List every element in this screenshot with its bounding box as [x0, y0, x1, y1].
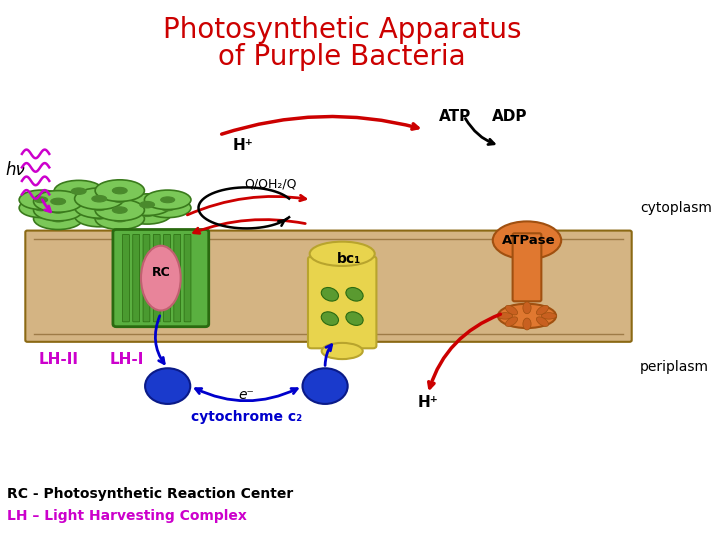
Ellipse shape	[112, 207, 127, 213]
Ellipse shape	[75, 197, 124, 218]
Ellipse shape	[505, 317, 518, 326]
Ellipse shape	[122, 194, 172, 215]
FancyBboxPatch shape	[308, 256, 377, 348]
FancyBboxPatch shape	[163, 234, 171, 322]
Text: RC: RC	[151, 266, 170, 279]
Ellipse shape	[54, 180, 104, 202]
Ellipse shape	[346, 287, 363, 301]
Text: cytoplasm: cytoplasm	[640, 201, 712, 215]
Text: LH – Light Harvesting Complex: LH – Light Harvesting Complex	[7, 509, 247, 523]
Ellipse shape	[145, 190, 191, 210]
Ellipse shape	[35, 197, 48, 202]
Ellipse shape	[95, 180, 145, 201]
Ellipse shape	[34, 208, 83, 230]
Ellipse shape	[112, 196, 127, 202]
Text: ATPase: ATPase	[502, 234, 555, 247]
Ellipse shape	[141, 246, 181, 310]
Ellipse shape	[51, 198, 66, 205]
Ellipse shape	[523, 318, 531, 330]
Ellipse shape	[95, 199, 145, 221]
Text: Q/QH₂/Q: Q/QH₂/Q	[244, 177, 297, 190]
Ellipse shape	[51, 215, 66, 222]
Ellipse shape	[54, 189, 104, 211]
Circle shape	[302, 368, 348, 404]
Ellipse shape	[492, 221, 561, 259]
FancyBboxPatch shape	[25, 231, 631, 342]
Text: periplasm: periplasm	[640, 360, 709, 374]
Ellipse shape	[51, 207, 66, 213]
Text: H⁺: H⁺	[418, 395, 438, 410]
FancyBboxPatch shape	[143, 234, 150, 322]
Ellipse shape	[19, 198, 63, 218]
Text: LH-II: LH-II	[38, 352, 78, 367]
Circle shape	[145, 368, 190, 404]
FancyBboxPatch shape	[513, 233, 541, 301]
Text: ADP: ADP	[492, 109, 528, 124]
Ellipse shape	[498, 313, 513, 319]
Ellipse shape	[541, 313, 557, 319]
Ellipse shape	[346, 312, 363, 326]
Text: hν: hν	[5, 161, 25, 179]
Ellipse shape	[122, 202, 172, 224]
Ellipse shape	[112, 215, 127, 222]
Ellipse shape	[92, 213, 107, 219]
Ellipse shape	[95, 208, 145, 230]
FancyBboxPatch shape	[122, 234, 130, 322]
Text: LH-I: LH-I	[109, 352, 144, 367]
Ellipse shape	[19, 190, 63, 210]
FancyBboxPatch shape	[174, 234, 181, 322]
Ellipse shape	[71, 188, 86, 194]
Ellipse shape	[145, 198, 191, 218]
Text: RC - Photosynthetic Reaction Center: RC - Photosynthetic Reaction Center	[7, 487, 293, 501]
Ellipse shape	[95, 197, 145, 219]
Ellipse shape	[35, 205, 48, 211]
Ellipse shape	[34, 199, 83, 221]
Ellipse shape	[92, 204, 107, 211]
Ellipse shape	[321, 312, 338, 326]
Text: H⁺: H⁺	[233, 138, 253, 153]
Ellipse shape	[161, 197, 175, 202]
Text: e⁻: e⁻	[238, 388, 254, 402]
Ellipse shape	[505, 306, 518, 315]
Ellipse shape	[498, 303, 556, 328]
FancyBboxPatch shape	[113, 230, 209, 327]
Text: of Purple Bacteria: of Purple Bacteria	[218, 43, 466, 71]
Ellipse shape	[536, 317, 549, 326]
Ellipse shape	[140, 201, 155, 208]
Ellipse shape	[112, 205, 127, 211]
Text: ATP: ATP	[439, 109, 472, 124]
Ellipse shape	[536, 306, 549, 315]
FancyBboxPatch shape	[184, 234, 191, 322]
Ellipse shape	[321, 287, 338, 301]
Ellipse shape	[95, 188, 145, 210]
Ellipse shape	[322, 343, 363, 359]
Ellipse shape	[75, 188, 124, 210]
FancyBboxPatch shape	[153, 234, 160, 322]
Ellipse shape	[34, 191, 83, 212]
Text: cytochrome c₂: cytochrome c₂	[191, 410, 302, 424]
Ellipse shape	[71, 197, 86, 203]
Text: Photosynthetic Apparatus: Photosynthetic Apparatus	[163, 16, 521, 44]
Ellipse shape	[161, 205, 175, 211]
Ellipse shape	[523, 302, 531, 314]
Ellipse shape	[112, 187, 127, 194]
Ellipse shape	[140, 210, 155, 217]
Ellipse shape	[92, 195, 107, 202]
FancyBboxPatch shape	[132, 234, 140, 322]
Ellipse shape	[75, 205, 124, 227]
Ellipse shape	[310, 242, 374, 266]
Text: bc₁: bc₁	[337, 252, 361, 266]
